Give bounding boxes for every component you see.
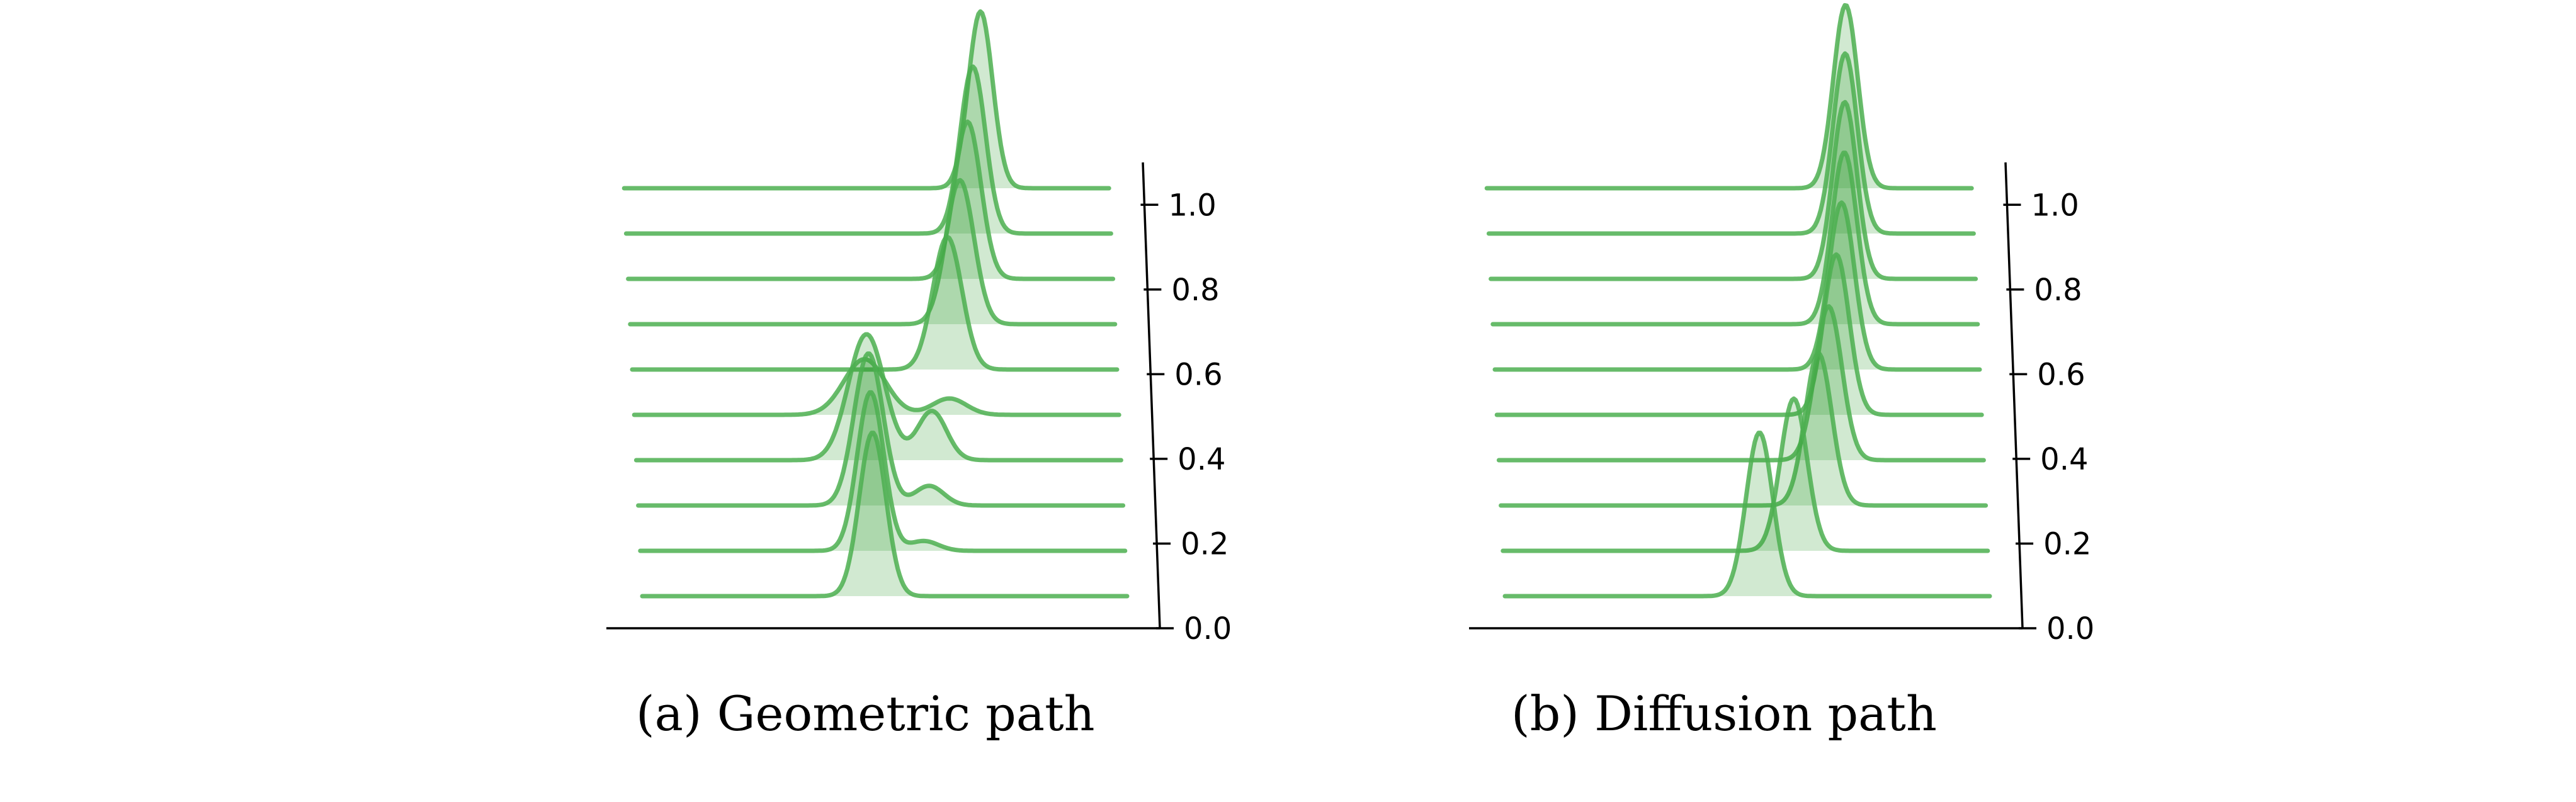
z-tick-label: 0.4 xyxy=(1177,442,1225,477)
ridge-line xyxy=(638,390,1128,553)
ridge-line xyxy=(1489,99,1978,281)
ridge-fill xyxy=(1492,152,1978,324)
panel-caption: (b) Diffusion path xyxy=(1511,686,1937,742)
z-tick-label: 0.0 xyxy=(1184,611,1232,647)
z-tick-label: 0.2 xyxy=(1181,526,1228,562)
ridge-line xyxy=(621,9,1111,191)
ridge-line xyxy=(628,178,1118,327)
z-tick-label: 1.0 xyxy=(2031,188,2079,223)
ridge-fill xyxy=(1487,5,1972,189)
ridge-line xyxy=(623,64,1113,236)
ridge-fill xyxy=(1501,353,1986,505)
ridge-line xyxy=(1502,431,1992,599)
ridge-line xyxy=(633,332,1123,463)
z-tick-label: 0.6 xyxy=(2037,357,2085,392)
z-axis xyxy=(1142,162,1161,629)
z-tick-label: 0.8 xyxy=(1171,273,1219,308)
ridge-fill xyxy=(1490,102,1976,280)
z-tick-label: 0.6 xyxy=(1174,357,1222,392)
panel-geometric-path: 0.0 0.2 0.4 0.6 0.8 1.0 (a) Geometric path xyxy=(606,9,1232,742)
ridge-fill xyxy=(624,11,1109,188)
ridge-line xyxy=(1496,304,1986,463)
ridge-fill xyxy=(1489,54,1974,234)
z-tick-label: 1.0 xyxy=(1168,188,1216,223)
ridge-line xyxy=(1494,252,1984,417)
ridge-line xyxy=(1499,351,1989,508)
ridge-line xyxy=(1486,51,1976,236)
z-tick-label: 0.0 xyxy=(2046,611,2094,647)
ridge-line xyxy=(626,119,1116,281)
ridge-fill xyxy=(1505,432,1990,596)
ridge-line xyxy=(1490,150,1980,327)
ridge-line xyxy=(640,431,1130,599)
z-axis xyxy=(2004,162,2024,629)
ridge-line xyxy=(1501,396,1990,553)
ridge-line xyxy=(636,351,1126,508)
z-tick-label: 0.8 xyxy=(2034,273,2082,308)
ridge-fill xyxy=(642,432,1127,596)
panel-caption: (a) Geometric path xyxy=(636,686,1095,742)
ridge-fill xyxy=(626,66,1111,234)
ridge-fill xyxy=(1495,202,1980,370)
z-tick-label: 0.2 xyxy=(2043,526,2091,562)
ridge-fill xyxy=(628,121,1113,279)
ridge-fill xyxy=(630,180,1115,324)
panel-diffusion-path: 0.0 0.2 0.4 0.6 0.8 1.0 (b) Diffusion path xyxy=(1469,3,2094,742)
ridge-fill xyxy=(1499,306,1984,460)
z-tick-label: 0.4 xyxy=(2040,442,2088,477)
ridge-line xyxy=(1492,200,1982,372)
ridge-line xyxy=(1484,3,1974,191)
